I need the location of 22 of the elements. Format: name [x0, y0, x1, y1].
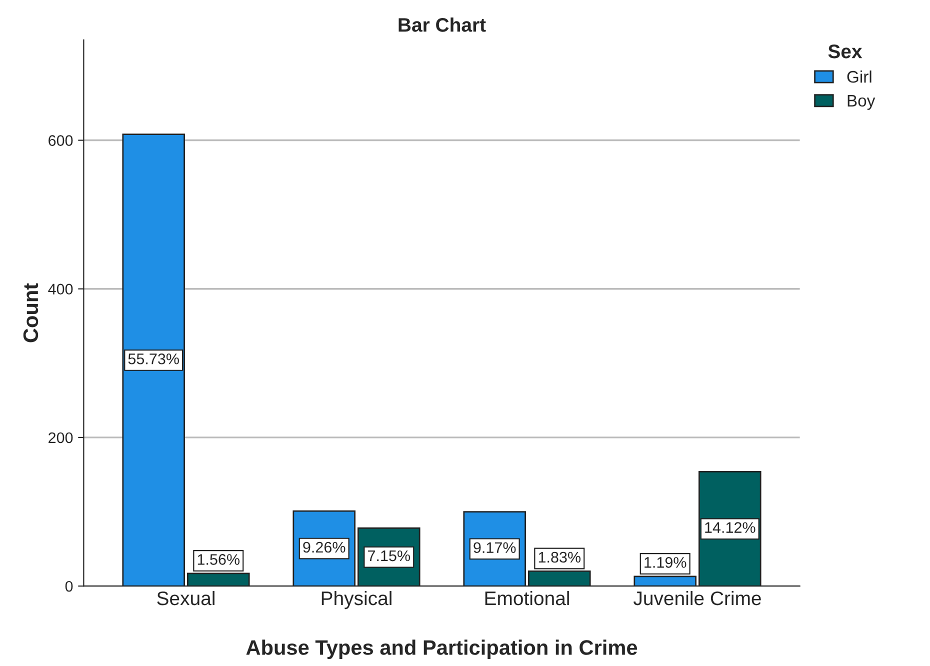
- y-tick-label: 600: [48, 135, 73, 146]
- y-tick-label: 400: [48, 284, 73, 295]
- annotation: 1.19%: [644, 557, 686, 568]
- annotation: 1.83%: [538, 552, 581, 563]
- legend-label: Girl: [847, 70, 872, 83]
- annotation: 9.17%: [474, 542, 516, 554]
- annotation: 55.73%: [128, 353, 179, 364]
- legend-label: Boy: [848, 94, 876, 110]
- x-tick-label: Emotional: [485, 590, 569, 606]
- y-axis-title: Count: [23, 283, 38, 342]
- x-tick-label: Juvenile Crime: [634, 590, 761, 606]
- y-tick-label: 200: [48, 432, 73, 444]
- y-tick-label: 0: [65, 580, 73, 592]
- x-axis-title: Abuse Types and Participation in Crime: [246, 640, 638, 660]
- chart-title: Bar Chart: [398, 18, 486, 32]
- x-tick-label: Sexual: [157, 590, 214, 606]
- annotation: 9.26%: [303, 542, 346, 553]
- legend-title: Sex: [828, 44, 862, 58]
- x-tick-label: Physical: [322, 590, 392, 610]
- annotation: 14.12%: [705, 522, 756, 533]
- annotation: 7.15%: [368, 550, 410, 562]
- annotation: 1.56%: [198, 554, 240, 565]
